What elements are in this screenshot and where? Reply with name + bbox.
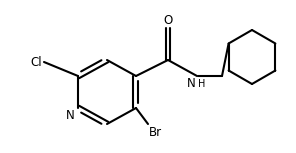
Text: Cl: Cl [30,56,42,69]
Text: N: N [66,109,75,122]
Text: N: N [187,77,196,90]
Text: O: O [163,14,173,27]
Text: H: H [198,79,205,89]
Text: Br: Br [149,126,162,139]
